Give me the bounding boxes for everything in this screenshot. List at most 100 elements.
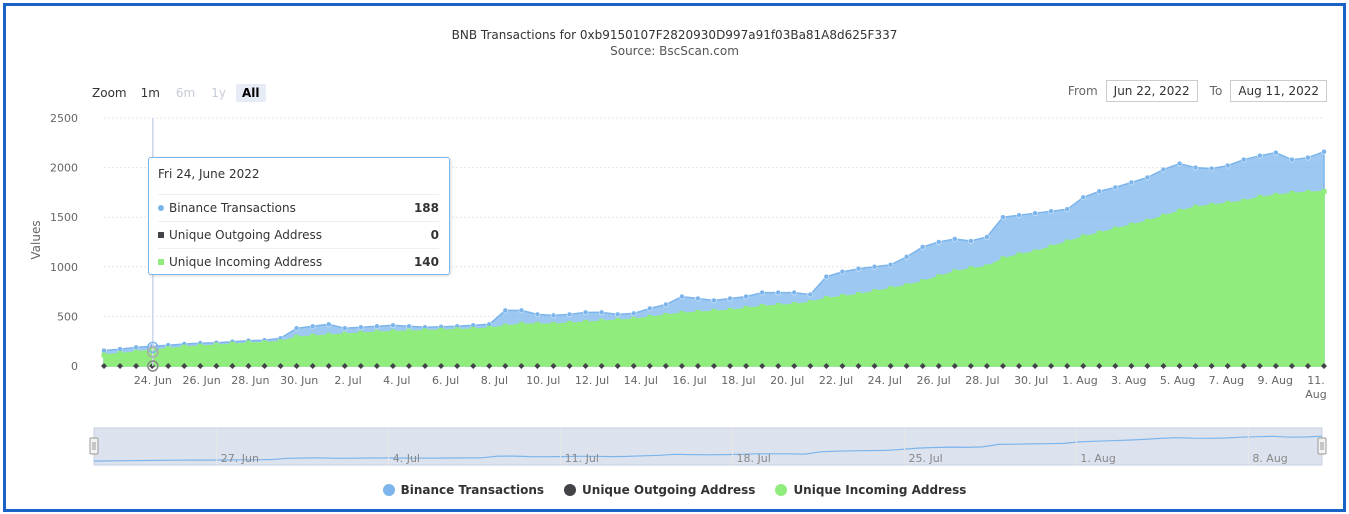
x-tick-label: 20. Jul	[770, 374, 804, 387]
binance-point	[871, 264, 878, 270]
zoom-1y-button[interactable]: 1y	[211, 86, 226, 100]
incoming-point	[839, 294, 845, 300]
binance-point	[1289, 156, 1295, 163]
x-tick-label: 12. Jul	[575, 374, 609, 387]
outgoing-point	[951, 363, 958, 369]
hover-halo	[147, 360, 159, 372]
binance-point	[1208, 165, 1215, 172]
navigator-right-handle[interactable]	[1317, 437, 1327, 455]
chart-subtitle: Source: BscScan.com	[610, 44, 739, 58]
x-axis: 24. Jun 26. Jun 28. Jun 30. Jun 2. Jul 4. Jul…	[134, 374, 1327, 401]
outgoing-point	[293, 363, 300, 369]
zoom-6m-button[interactable]: 6m	[175, 86, 196, 100]
y-tick-label: 2000	[50, 162, 78, 175]
binance-point	[759, 289, 765, 296]
binance-point	[117, 346, 123, 352]
binance-point	[807, 291, 814, 298]
legend-label: Unique Incoming Address	[793, 483, 967, 497]
incoming-point	[823, 296, 829, 302]
incoming-point	[406, 328, 412, 334]
x-tick-label: 14. Jul	[624, 374, 658, 387]
tooltip-row-label: Binance Transactions	[169, 201, 296, 215]
incoming-point	[711, 308, 717, 314]
incoming-point	[550, 321, 556, 327]
to-date-input[interactable]: Aug 11, 2022	[1230, 80, 1327, 102]
incoming-point	[1160, 213, 1166, 219]
zoom-all-button[interactable]: All	[236, 84, 266, 102]
binance-point	[711, 297, 717, 304]
incoming-point	[502, 323, 508, 329]
incoming-point	[262, 340, 268, 346]
outgoing-point	[823, 363, 830, 369]
outgoing-point	[711, 363, 717, 369]
outgoing-point	[357, 363, 364, 369]
outgoing-point	[646, 363, 653, 369]
incoming-point	[1096, 230, 1102, 236]
binance-point	[679, 293, 685, 300]
incoming-point	[390, 329, 396, 335]
outgoing-point	[486, 363, 493, 369]
binance-point	[695, 295, 701, 302]
x-tick-label: 24. Jun	[134, 374, 172, 387]
incoming-point	[807, 300, 813, 306]
incoming-point	[438, 327, 444, 333]
outgoing-point	[502, 363, 509, 369]
incoming-point	[888, 286, 894, 292]
tooltip-row-label: Unique Outgoing Address	[169, 228, 323, 242]
incoming-point	[1305, 189, 1311, 195]
y-tick-label: 500	[57, 310, 78, 323]
incoming-point	[213, 342, 219, 348]
tooltip: Fri 24, June 2022 Binance Transactions 1…	[148, 157, 450, 275]
incoming-point	[1321, 188, 1327, 194]
incoming-point	[1064, 239, 1070, 245]
outgoing-point	[438, 363, 445, 369]
outgoing-point	[598, 363, 605, 369]
x-tick-label: 18. Jul	[721, 374, 755, 387]
outgoing-point	[1288, 363, 1295, 369]
navigator-left-handle[interactable]	[89, 437, 99, 455]
incoming-point	[1289, 190, 1295, 196]
binance-point	[903, 254, 910, 260]
legend-item-outgoing[interactable]: Unique Outgoing Address	[564, 483, 755, 497]
series-area-incoming	[103, 190, 1325, 367]
binance-point	[839, 269, 846, 275]
binance-point	[1192, 164, 1199, 171]
outgoing-point	[133, 363, 140, 369]
binance-point	[823, 273, 830, 280]
binance-point	[855, 266, 862, 272]
binance-point	[390, 322, 396, 329]
outgoing-point	[1224, 363, 1231, 369]
zoom-1m-button[interactable]: 1m	[140, 86, 160, 100]
tooltip-row-value: 0	[430, 228, 439, 242]
outgoing-point	[743, 363, 750, 369]
legend-item-binance[interactable]: Binance Transactions	[382, 483, 545, 497]
binance-point	[1128, 179, 1135, 186]
outgoing-point	[406, 363, 412, 369]
square-icon	[158, 232, 164, 238]
tooltip-row-value: 140	[413, 255, 439, 269]
binance-point	[775, 289, 781, 296]
y-tick-label: 2500	[50, 112, 78, 125]
x-tick-label: Aug	[1305, 388, 1326, 401]
hover-halo	[147, 346, 159, 358]
binance-point	[342, 325, 348, 332]
x-tick-label: 9. Aug	[1257, 374, 1292, 387]
outgoing-point	[678, 363, 685, 369]
date-range: From Jun 22, 2022 To Aug 11, 2022	[1068, 80, 1327, 102]
chart-title: BNB Transactions for 0xb9150107F2820930D…	[451, 28, 898, 42]
incoming-point	[952, 269, 958, 275]
outgoing-point	[1160, 363, 1167, 369]
legend-item-incoming[interactable]: Unique Incoming Address	[775, 483, 966, 497]
x-tick-label: 4. Jul	[383, 374, 410, 387]
outgoing-point	[197, 363, 204, 369]
incoming-point	[454, 327, 460, 333]
from-label: From	[1067, 84, 1098, 98]
outgoing-point	[1208, 363, 1215, 369]
legend-label: Binance Transactions	[400, 483, 545, 497]
y-tick-label: 0	[71, 360, 78, 373]
outgoing-point	[694, 363, 701, 369]
from-date-input[interactable]: Jun 22, 2022	[1105, 80, 1198, 102]
binance-point	[1096, 188, 1103, 195]
binance-point	[984, 234, 990, 240]
incoming-point	[1241, 198, 1247, 204]
